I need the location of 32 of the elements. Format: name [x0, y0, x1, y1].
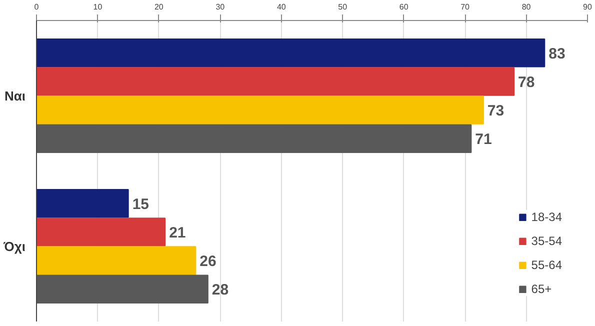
data-label: 21: [169, 224, 186, 242]
legend-label: 55-64: [531, 258, 562, 272]
x-tick-label: 0: [34, 2, 40, 12]
bar: [36, 274, 208, 304]
x-tick-label: 30: [216, 2, 226, 12]
data-label: 71: [475, 131, 492, 148]
x-tick-label: 40: [276, 2, 286, 12]
bar: [36, 38, 546, 68]
data-label: 73: [487, 102, 504, 120]
bar: [36, 96, 484, 124]
legend-label: 65+: [531, 282, 552, 296]
y-tick-label: Όχι: [2, 238, 26, 254]
bar: [36, 188, 129, 218]
bar: [36, 218, 166, 246]
x-tick-label: 60: [399, 2, 409, 12]
data-label: 78: [518, 74, 535, 91]
bar: [36, 67, 515, 96]
bar: [36, 246, 196, 275]
data-label: 83: [548, 45, 566, 62]
x-tick-label: 80: [522, 2, 532, 12]
x-tick-label: 70: [460, 2, 470, 12]
bar: [36, 124, 472, 154]
legend-label: 35-54: [531, 234, 562, 248]
x-tick-label: 90: [583, 2, 592, 12]
legend-label: 18-34: [531, 210, 562, 224]
data-label: 26: [200, 253, 216, 270]
data-label: 28: [212, 282, 229, 299]
y-tick-label: Ναι: [4, 88, 26, 104]
data-label: 15: [132, 196, 150, 213]
x-tick-label: 10: [93, 2, 103, 12]
x-tick-label: 20: [154, 2, 164, 12]
x-tick-label: 50: [338, 2, 348, 12]
